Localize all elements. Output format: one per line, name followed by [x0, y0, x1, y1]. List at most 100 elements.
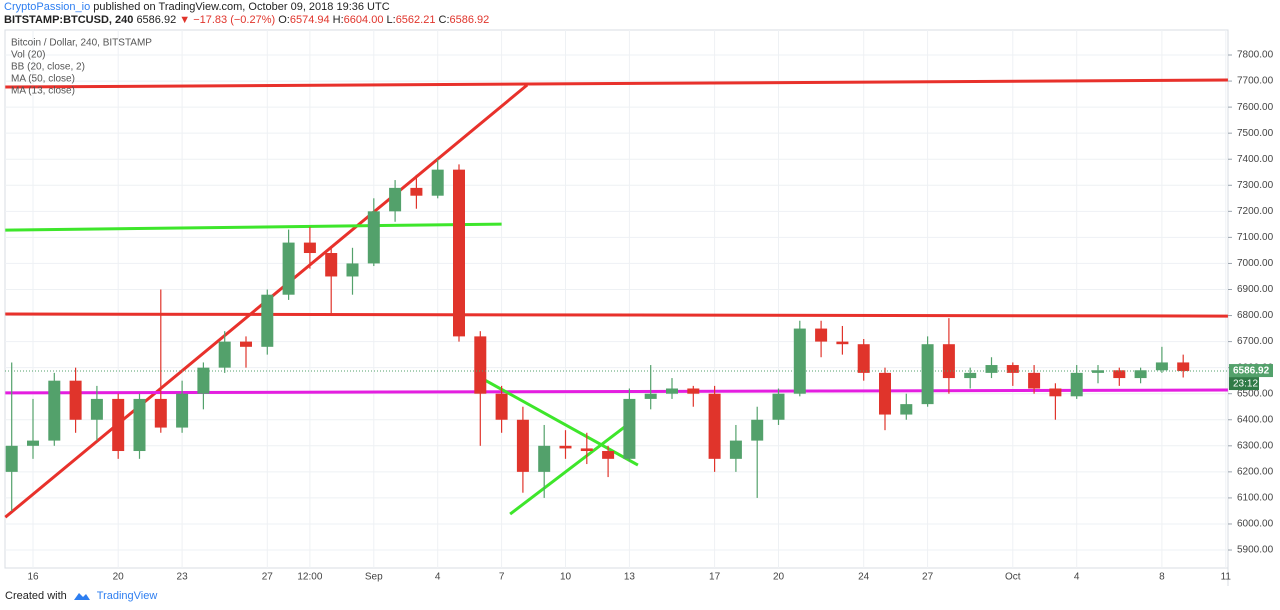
- legend-item: BB (20, close, 2): [11, 62, 85, 73]
- y-tick-label: 7200.00: [1237, 206, 1274, 217]
- candle-body: [240, 341, 252, 347]
- ohlc: O:6574.94 H:6604.00 L:6562.21 C:6586.92: [278, 14, 489, 26]
- legend-item: MA (50, close): [11, 74, 75, 85]
- candle-body: [389, 187, 402, 212]
- x-tick-label: 8: [1159, 572, 1165, 583]
- candle-body: [261, 294, 274, 347]
- candle-body: [112, 398, 125, 452]
- ohlc-label: O:: [278, 14, 290, 26]
- y-tick-label: 6500.00: [1237, 388, 1274, 399]
- y-tick-label: 7800.00: [1237, 50, 1274, 61]
- candle-body: [559, 445, 572, 449]
- candle-body: [1092, 370, 1104, 373]
- y-tick-label: 6800.00: [1237, 310, 1274, 321]
- x-tick-label: 10: [560, 572, 572, 583]
- candle-body: [197, 367, 210, 394]
- x-tick-label: 11: [1221, 572, 1232, 583]
- candle-body: [708, 393, 721, 459]
- ohlc-value: 6574.94: [289, 14, 330, 26]
- y-tick-label: 6000.00: [1237, 519, 1274, 530]
- brand[interactable]: TradingView: [96, 590, 158, 602]
- candle-body: [154, 398, 167, 428]
- y-tick-label: 6300.00: [1237, 440, 1274, 451]
- header: CryptoPassion_io published on TradingVie…: [4, 1, 489, 27]
- created-with: Created with: [5, 590, 67, 602]
- ohlc-value: 6604.00: [343, 14, 384, 26]
- y-tick-label: 7000.00: [1237, 258, 1274, 269]
- y-tick-label: 6900.00: [1237, 284, 1274, 295]
- x-tick-label: 23: [177, 572, 189, 583]
- candle-body: [133, 398, 146, 452]
- y-tick-label: 6700.00: [1237, 336, 1274, 347]
- ohlc-value: 6586.92: [449, 14, 490, 26]
- x-tick-label: 7: [499, 572, 505, 583]
- symbol: BITSTAMP:BTCUSD, 240: [4, 14, 134, 26]
- y-tick-label: 7700.00: [1237, 76, 1274, 87]
- candle-body: [879, 372, 891, 415]
- x-tick-label: 4: [435, 572, 441, 583]
- legend-item: Bitcoin / Dollar, 240, BITSTAMP: [11, 38, 152, 49]
- x-tick-label: 20: [773, 572, 785, 583]
- candle-body: [1155, 362, 1168, 371]
- chart: 5900.00 6000.00 6100.00 6200.00 6300.00 6400.…: [4, 29, 1274, 586]
- candle-body: [580, 448, 593, 452]
- y-tick-label: 7300.00: [1237, 180, 1274, 191]
- x-tick-label: 27: [922, 572, 934, 583]
- candle-body: [1070, 372, 1083, 397]
- candle-body: [964, 372, 977, 379]
- price-tag: [1229, 364, 1273, 378]
- price-tag-label: 6586.92: [1233, 366, 1270, 377]
- candle-body: [69, 380, 82, 420]
- candle-body: [1113, 370, 1126, 379]
- candle-body: [921, 344, 934, 405]
- candle-body: [602, 451, 615, 459]
- x-tick-label: Sep: [365, 572, 383, 583]
- candle-body: [346, 263, 359, 277]
- y-tick-label: 7600.00: [1237, 102, 1274, 113]
- ohlc-label: L:: [386, 14, 396, 26]
- candle-body: [5, 445, 18, 472]
- y-tick-label: 7500.00: [1237, 128, 1274, 139]
- candle-body: [836, 341, 849, 345]
- ohlc-label: C:: [438, 14, 450, 26]
- candle-body: [48, 380, 61, 441]
- candle-body: [367, 211, 380, 264]
- published: published on TradingView.com, October 09…: [93, 1, 390, 13]
- candle-body: [495, 393, 508, 420]
- plot-area: [4, 29, 1229, 569]
- y-tick-label: 7100.00: [1237, 232, 1274, 243]
- x-tick-label: 12:00: [297, 572, 322, 583]
- candle-body: [538, 445, 551, 472]
- candle-body: [90, 398, 103, 420]
- author[interactable]: CryptoPassion_io: [4, 1, 91, 13]
- candle-body: [815, 328, 828, 342]
- logo: [73, 593, 90, 600]
- y-tick-label: 6400.00: [1237, 414, 1274, 425]
- x-tick-label: 16: [27, 572, 39, 583]
- candle-body: [282, 242, 295, 295]
- x-tick-label: 4: [1074, 572, 1080, 583]
- candle-body: [410, 187, 423, 196]
- countdown-label: 23:12: [1233, 379, 1258, 390]
- candle-body: [27, 440, 39, 446]
- candle-body: [453, 169, 465, 337]
- candle-body: [687, 388, 700, 394]
- x-tick-label: 20: [113, 572, 125, 583]
- y-tick-label: 5900.00: [1237, 545, 1274, 556]
- candle-body: [666, 388, 678, 394]
- candle-body: [772, 393, 785, 420]
- header-line: BITSTAMP:BTCUSD, 240 6586.92 ▼ −17.83 (−…: [4, 14, 489, 27]
- candle-body: [218, 341, 231, 368]
- candle-body: [1006, 365, 1019, 373]
- candle-body: [900, 404, 913, 415]
- legend-item: MA (13, close): [11, 86, 75, 97]
- candle-body: [325, 253, 338, 277]
- candle-body: [623, 398, 636, 459]
- y-tick-label: 6100.00: [1237, 493, 1274, 504]
- candle-body: [729, 440, 742, 459]
- candle-body: [1177, 362, 1190, 372]
- price: 6586.92: [136, 14, 177, 26]
- x-tick-label: 24: [858, 572, 870, 583]
- trend-line: [483, 378, 639, 467]
